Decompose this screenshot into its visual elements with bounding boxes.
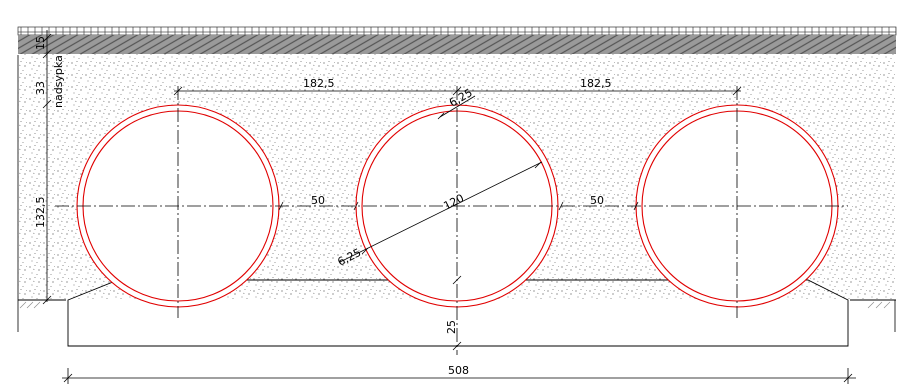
diameter-line: [339, 161, 543, 263]
base-thickness-label: 25: [445, 320, 458, 334]
span-left-label: 182,5: [303, 77, 335, 90]
height-label: 132,5: [34, 197, 47, 229]
gap-dimensions: [278, 201, 639, 211]
gap-right-label: 50: [590, 194, 604, 207]
gap-left-label: 50: [311, 194, 325, 207]
paving-layer: [17, 26, 897, 36]
concrete-base: [67, 279, 849, 347]
total-width-dimension: [62, 368, 856, 384]
ground-hatch: [19, 301, 891, 309]
span-right-label: 182,5: [580, 77, 612, 90]
fill-depth-label: 33: [34, 81, 47, 95]
layer-top-label: 15: [34, 36, 47, 50]
span-dimension: [173, 86, 742, 96]
fill-label: nadsypka: [52, 55, 65, 108]
asphalt-layer: [18, 35, 896, 54]
total-width-label: 508: [448, 364, 469, 377]
left-vertical-dimensions: [17, 30, 896, 332]
